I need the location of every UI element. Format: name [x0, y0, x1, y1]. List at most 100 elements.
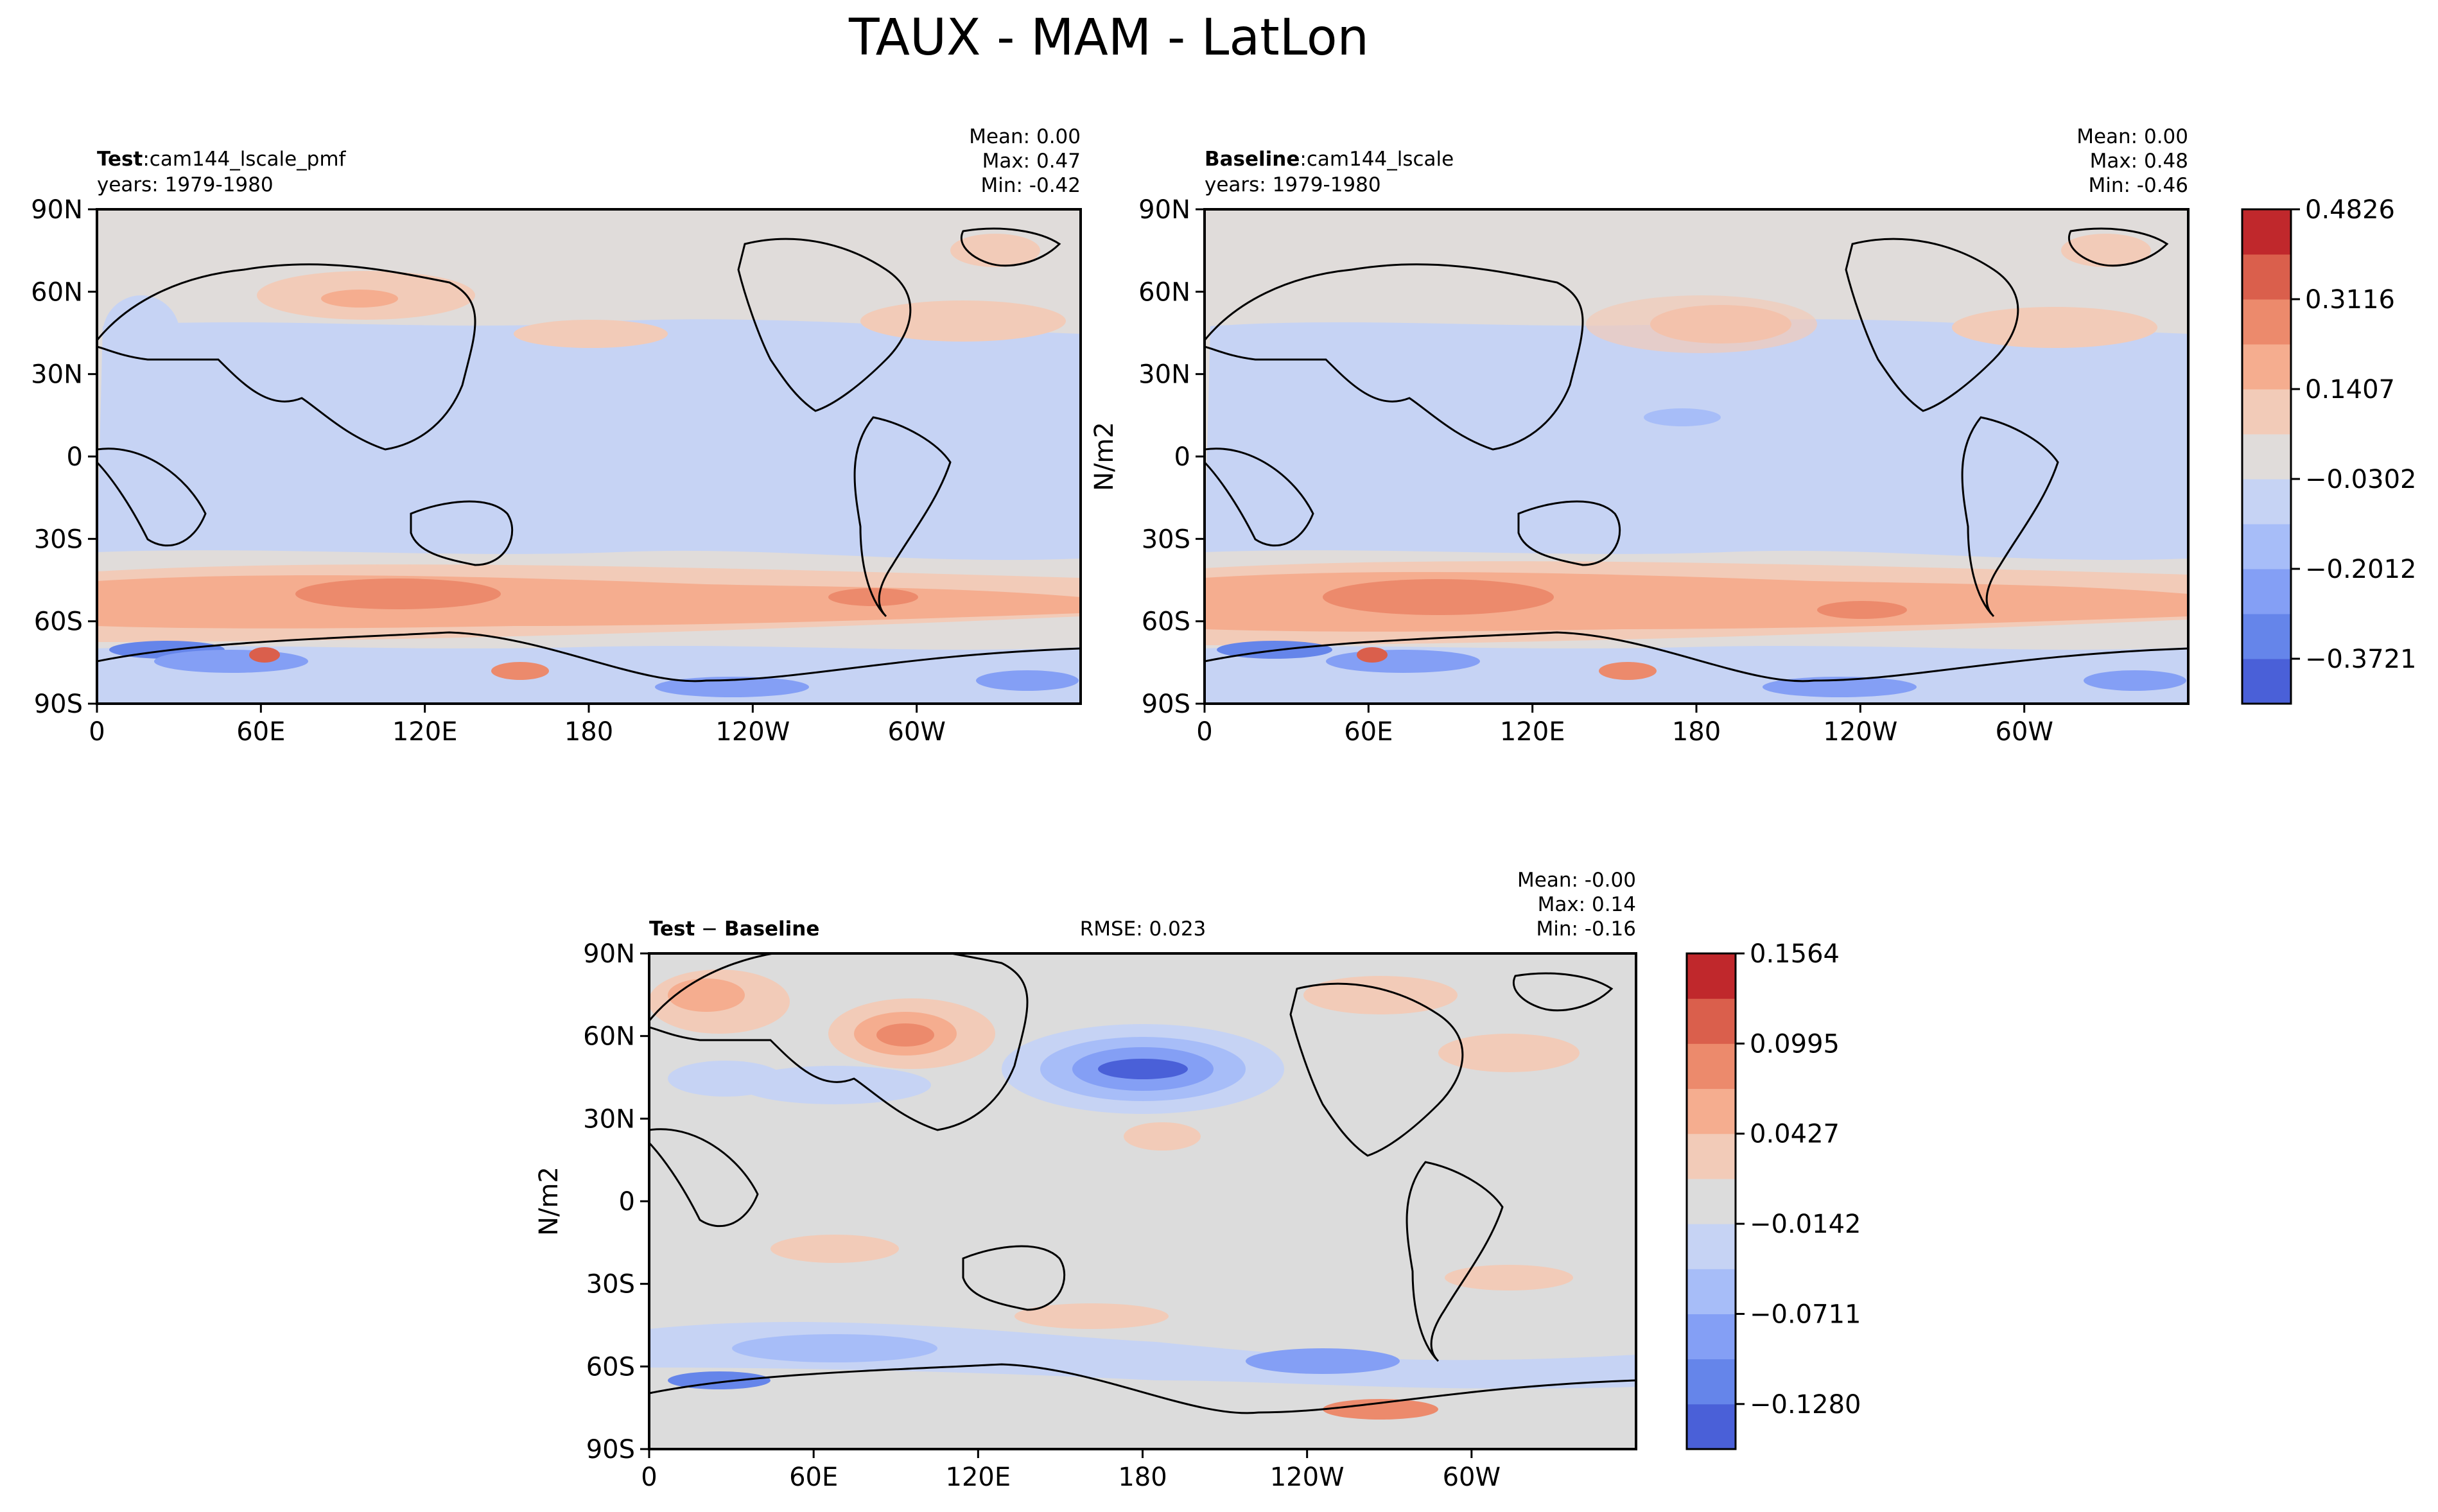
- x-tick-label: 120E: [392, 717, 458, 747]
- colorbar-main-frame: [2241, 208, 2292, 705]
- test-xticks: 0 60E 120E 180 120W 60W: [89, 704, 946, 747]
- svg-text:Test − Baseline: Test − Baseline: [649, 917, 819, 941]
- baseline-yticks: 90N 60N 30N 0 30S 60S 90S: [1138, 195, 1205, 719]
- colorbar-swatch: [2242, 524, 2291, 569]
- colorbar-diff-ticks: 0.1564 0.0995 0.0427 −0.0142 −0.0711 −0.1280: [1736, 939, 1861, 1420]
- test-max: Max: 0.47: [982, 150, 1081, 173]
- diff-label-baseline: Baseline: [724, 917, 819, 941]
- x-tick-label: 120E: [946, 1463, 1011, 1492]
- panel-baseline: Baseline:cam144_lscale years: 1979-1980 …: [1090, 125, 2190, 747]
- diff-label-sep: −: [695, 917, 724, 941]
- y-tick-label: 30N: [583, 1104, 635, 1134]
- difference-map-field: [649, 953, 1636, 1449]
- colorbar-main-swatches: [2242, 209, 2291, 704]
- colorbar-diff-frame: [1685, 952, 1737, 1450]
- colorbar-swatch: [1687, 1269, 1736, 1314]
- baseline-map-field: [1205, 209, 2188, 704]
- x-tick-label: 60W: [887, 717, 945, 747]
- colorbar-tick-label: 0.0427: [1750, 1120, 1840, 1149]
- colorbar-swatch: [2242, 389, 2291, 435]
- baseline-case-name: cam144_lscale: [1307, 148, 1454, 171]
- test-label: Test: [97, 148, 143, 171]
- diff-ylabel: N/m2: [534, 1167, 564, 1236]
- svg-text:Baseline:cam144_lscale: Baseline:cam144_lscale: [1205, 148, 1454, 171]
- colorbar-tick-label: −0.1280: [1750, 1390, 1861, 1420]
- y-tick-label: 90S: [1142, 690, 1190, 719]
- colorbar-main: 0.4826 0.3116 0.1407 −0.0302 −0.2012 −0.3721: [2241, 195, 2416, 705]
- y-tick-label: 30N: [1138, 360, 1190, 390]
- panel-test: Test:cam144_lscale_pmf years: 1979-1980 …: [31, 125, 1082, 747]
- x-tick-label: 60E: [1344, 717, 1393, 747]
- colorbar-tick-label: −0.0142: [1750, 1210, 1861, 1239]
- test-case-name: cam144_lscale_pmf: [150, 148, 347, 171]
- colorbar-swatch: [1687, 953, 1736, 999]
- colorbar-swatch: [2242, 659, 2291, 704]
- colorbar-swatch: [2242, 344, 2291, 390]
- x-tick-label: 60E: [236, 717, 285, 747]
- colorbar-swatch: [2242, 569, 2291, 614]
- colorbar-swatch: [1687, 1133, 1736, 1179]
- colorbar-swatch: [1687, 998, 1736, 1044]
- y-tick-label: 30N: [31, 360, 83, 390]
- y-tick-label: 90S: [586, 1435, 635, 1464]
- colorbar-swatch: [2242, 254, 2291, 300]
- baseline-mean: Mean: 0.00: [2077, 125, 2188, 148]
- y-tick-label: 90N: [31, 195, 83, 225]
- baseline-label: Baseline: [1205, 148, 1300, 171]
- x-tick-label: 0: [89, 717, 105, 747]
- colorbar-tick-label: −0.0302: [2305, 465, 2416, 494]
- colorbar-swatch: [2242, 299, 2291, 345]
- test-years: years: 1979-1980: [97, 173, 274, 196]
- x-tick-label: 60E: [789, 1463, 838, 1492]
- x-tick-label: 180: [1672, 717, 1721, 747]
- x-tick-label: 180: [564, 717, 613, 747]
- y-tick-label: 90N: [583, 939, 635, 969]
- colorbar-tick-label: −0.3721: [2305, 645, 2416, 674]
- y-tick-label: 30S: [586, 1270, 635, 1299]
- diff-rmse: RMSE: 0.023: [1080, 917, 1206, 941]
- colorbar-diff-swatches: [1687, 953, 1736, 1450]
- test-mean: Mean: 0.00: [969, 125, 1081, 148]
- colorbar-tick-label: 0.4826: [2305, 195, 2395, 225]
- diff-label-test: Test: [649, 917, 695, 941]
- x-tick-label: 120W: [1823, 717, 1897, 747]
- colorbar-swatch: [1687, 1359, 1736, 1405]
- baseline-max: Max: 0.48: [2090, 150, 2188, 173]
- colorbar-swatch: [1687, 1224, 1736, 1269]
- diff-min: Min: -0.16: [1536, 917, 1636, 941]
- colorbar-main-ticks: 0.4826 0.3116 0.1407 −0.0302 −0.2012 −0.3721: [2291, 195, 2416, 674]
- x-tick-label: 120E: [1500, 717, 1565, 747]
- baseline-years: years: 1979-1980: [1205, 173, 1381, 196]
- x-tick-label: 60W: [1995, 717, 2053, 747]
- diff-xticks: 0 60E 120E 180 120W 60W: [641, 1449, 1501, 1492]
- y-tick-label: 60S: [34, 607, 83, 637]
- test-min: Min: -0.42: [980, 174, 1081, 197]
- y-tick-label: 90S: [34, 690, 83, 719]
- diff-max: Max: 0.14: [1538, 893, 1636, 916]
- colorbar-swatch: [1687, 1178, 1736, 1224]
- figure-title: TAUX - MAM - LatLon: [848, 9, 1369, 67]
- test-map-field: [97, 209, 1081, 704]
- test-label-sep: :: [143, 148, 149, 171]
- diff-mean: Mean: -0.00: [1517, 869, 1636, 892]
- y-tick-label: 0: [619, 1187, 635, 1217]
- baseline-label-sep: :: [1300, 148, 1306, 171]
- y-tick-label: 60N: [1138, 277, 1190, 307]
- y-tick-label: 0: [1174, 442, 1190, 472]
- x-tick-label: 120W: [1270, 1463, 1345, 1492]
- y-tick-label: 60S: [586, 1352, 635, 1382]
- colorbar-swatch: [1687, 1043, 1736, 1090]
- colorbar-swatch: [2242, 479, 2291, 525]
- y-tick-label: 60S: [1142, 607, 1190, 637]
- y-tick-label: 30S: [1142, 525, 1190, 554]
- colorbar-swatch: [1687, 1088, 1736, 1134]
- x-tick-label: 0: [1196, 717, 1212, 747]
- svg-text:Test:cam144_lscale_pmf: Test:cam144_lscale_pmf: [97, 148, 347, 171]
- x-tick-label: 180: [1118, 1463, 1167, 1492]
- baseline-min: Min: -0.46: [2088, 174, 2188, 197]
- colorbar-tick-label: 0.1407: [2305, 375, 2395, 404]
- colorbar-swatch: [2242, 614, 2291, 659]
- colorbar-swatch: [1687, 1403, 1736, 1450]
- x-tick-label: 0: [641, 1463, 657, 1492]
- x-tick-label: 60W: [1443, 1463, 1501, 1492]
